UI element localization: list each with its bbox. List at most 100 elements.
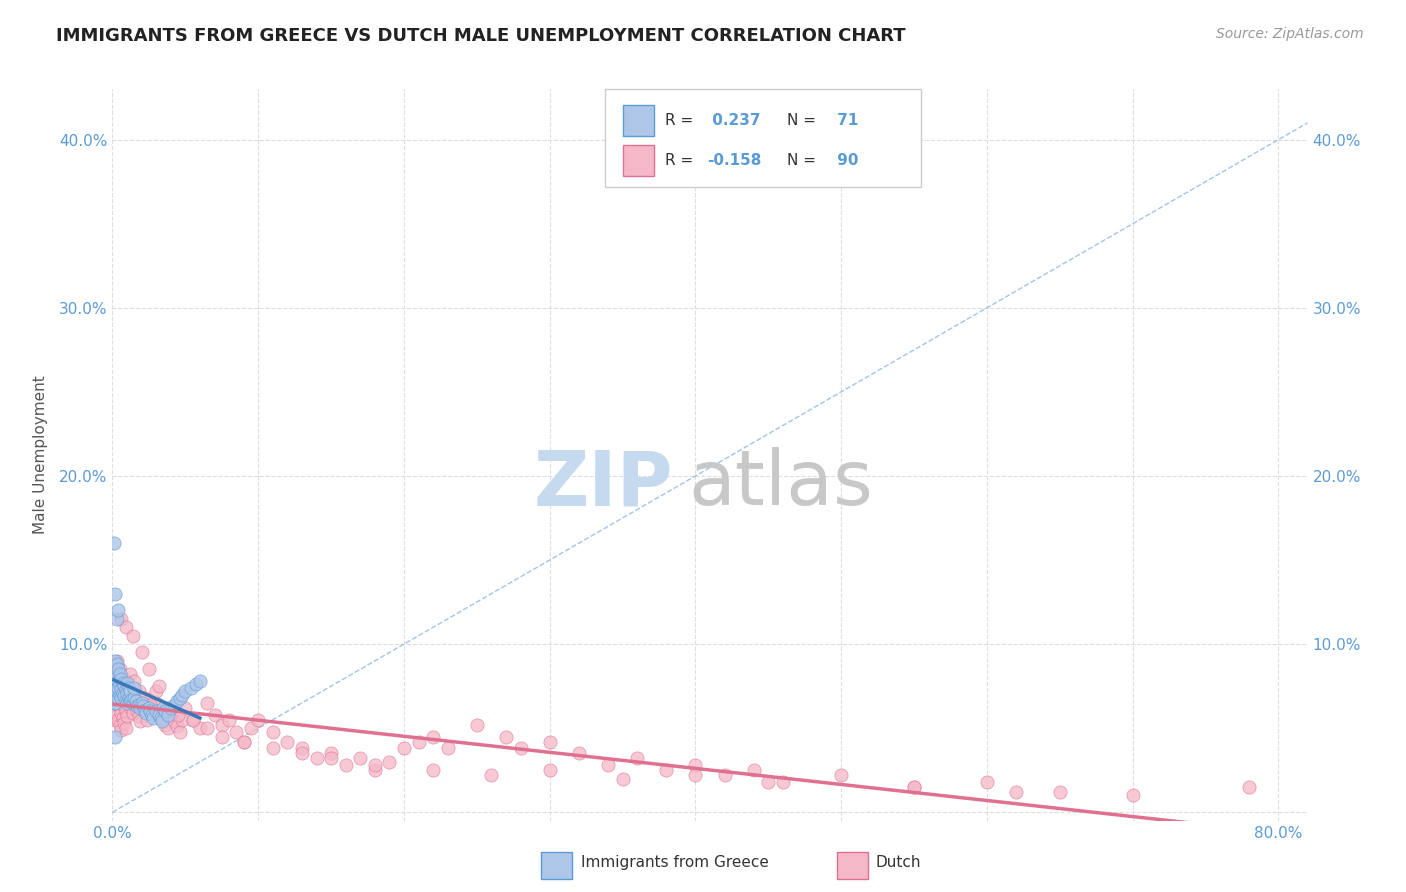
Text: N =: N =: [787, 113, 821, 128]
Point: [128, 684, 150, 698]
Point: [114, 721, 136, 735]
Point: [105, 707, 128, 722]
Point: [291, 741, 314, 756]
Point: [145, 684, 167, 698]
Point: [225, 724, 247, 739]
Point: [319, 751, 342, 765]
Point: [188, 721, 211, 735]
Point: [138, 662, 160, 676]
Text: 90: 90: [832, 153, 859, 168]
Point: [104, 671, 127, 685]
Point: [114, 704, 136, 718]
Text: Dutch: Dutch: [876, 855, 921, 870]
Point: [166, 719, 188, 733]
Point: [108, 677, 131, 691]
Point: [134, 690, 156, 705]
Point: [124, 694, 146, 708]
Point: [108, 684, 131, 698]
Point: [148, 704, 170, 718]
Point: [131, 696, 153, 710]
Point: [112, 690, 135, 704]
Point: [159, 701, 181, 715]
Point: [169, 690, 191, 705]
Point: [107, 679, 129, 693]
Point: [174, 684, 197, 698]
Point: [103, 696, 125, 710]
Point: [142, 711, 165, 725]
Point: [156, 721, 179, 735]
Point: [131, 645, 153, 659]
Point: [114, 620, 136, 634]
Point: [291, 747, 314, 761]
Point: [108, 662, 131, 676]
Point: [104, 587, 127, 601]
Text: 0.237: 0.237: [707, 113, 761, 128]
Point: [138, 701, 160, 715]
Point: [127, 704, 149, 718]
Point: [408, 734, 430, 748]
Point: [166, 694, 188, 708]
Point: [150, 713, 173, 727]
Point: [117, 690, 139, 705]
Point: [107, 696, 129, 710]
Point: [114, 682, 136, 697]
Text: 71: 71: [832, 113, 859, 128]
Point: [626, 751, 648, 765]
Point: [110, 682, 132, 697]
Point: [153, 718, 176, 732]
Point: [118, 696, 141, 710]
Point: [392, 741, 415, 756]
Point: [141, 701, 163, 715]
Point: [115, 675, 138, 690]
Point: [181, 713, 204, 727]
Point: [149, 711, 172, 725]
Point: [120, 701, 142, 715]
Point: [180, 681, 202, 695]
Point: [108, 667, 131, 681]
Point: [111, 694, 134, 708]
Point: [830, 768, 852, 782]
Point: [125, 694, 148, 708]
Point: [103, 696, 125, 710]
Point: [124, 690, 146, 705]
Point: [239, 721, 262, 735]
Point: [125, 699, 148, 714]
Point: [122, 696, 145, 710]
Point: [114, 679, 136, 693]
Point: [111, 675, 134, 690]
Text: R =: R =: [665, 113, 699, 128]
Point: [112, 679, 135, 693]
Point: [105, 667, 128, 681]
Point: [108, 701, 131, 715]
Point: [163, 714, 186, 729]
Point: [112, 699, 135, 714]
Point: [104, 671, 127, 685]
Point: [335, 758, 357, 772]
Point: [378, 755, 401, 769]
Point: [105, 657, 128, 672]
Point: [117, 681, 139, 695]
Point: [152, 701, 174, 715]
Point: [976, 775, 998, 789]
Point: [538, 734, 561, 748]
Point: [136, 713, 159, 727]
Point: [612, 772, 634, 786]
Point: [145, 696, 167, 710]
Point: [103, 679, 125, 693]
Point: [128, 698, 150, 712]
Point: [756, 775, 779, 789]
Point: [103, 536, 125, 550]
Point: [108, 718, 131, 732]
Point: [103, 662, 125, 676]
Point: [148, 679, 170, 693]
Point: [107, 603, 129, 617]
Point: [139, 704, 162, 718]
Text: -0.158: -0.158: [707, 153, 762, 168]
Point: [163, 698, 186, 712]
Point: [104, 688, 127, 702]
Point: [139, 698, 162, 712]
Point: [167, 707, 190, 722]
Point: [1122, 789, 1144, 803]
Point: [118, 684, 141, 698]
Point: [105, 684, 128, 698]
